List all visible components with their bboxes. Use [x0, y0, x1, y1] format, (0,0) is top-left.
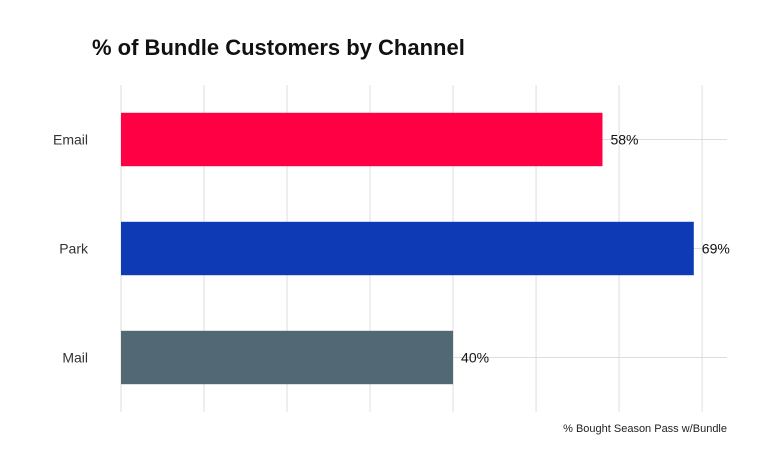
bar-mail: [121, 330, 454, 385]
bars: [121, 112, 694, 385]
labels: Email 58% Park 69% Mail 40%: [53, 132, 730, 366]
x-axis-label: % Bought Season Pass w/Bundle: [563, 423, 727, 435]
data-label: 69%: [702, 241, 730, 257]
y-tick-label: Park: [59, 241, 89, 257]
y-tick-label: Mail: [62, 350, 88, 366]
bar-email: [121, 112, 603, 167]
data-label: 40%: [461, 350, 489, 366]
y-tick-label: Email: [53, 132, 88, 148]
chart-title: % of Bundle Customers by Channel: [92, 35, 465, 60]
bar-park: [121, 221, 694, 276]
data-label: 58%: [610, 132, 638, 148]
